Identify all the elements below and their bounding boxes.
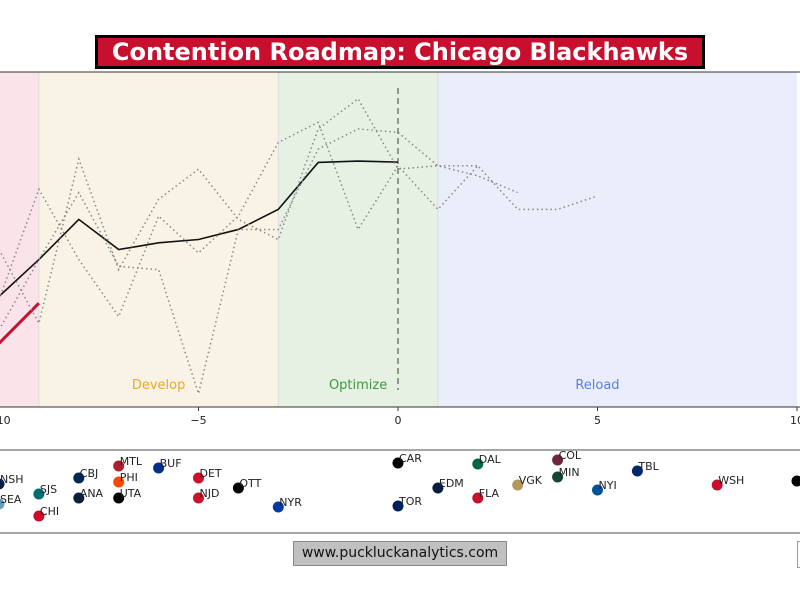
team-label: DET xyxy=(200,467,222,480)
team-dot xyxy=(113,476,125,488)
team-label: EDM xyxy=(439,477,464,490)
team-label: MIN xyxy=(559,466,580,479)
team-label: VGK xyxy=(519,474,543,487)
average-line xyxy=(0,160,399,297)
team-label: NJD xyxy=(200,487,220,500)
team-dot xyxy=(113,492,125,504)
team-dot xyxy=(552,471,564,483)
team-label: OTT xyxy=(239,477,261,490)
comparable-team-line xyxy=(0,121,598,319)
comparable-team-line xyxy=(0,97,478,326)
team-label: PHI xyxy=(120,471,138,484)
team-dot xyxy=(232,482,244,494)
team-label: NYR xyxy=(279,496,302,509)
team-label: SJS xyxy=(40,483,57,496)
team-dot xyxy=(392,500,404,512)
x-tick-label: 0 xyxy=(395,414,402,427)
team-label: NSH xyxy=(0,473,23,486)
team-label: SEA xyxy=(0,493,22,506)
phase-label: Develop xyxy=(132,378,186,393)
x-tick-label: 10 xyxy=(790,414,800,427)
team-label: NYI xyxy=(599,479,617,492)
phase-band xyxy=(437,72,797,407)
team-label: CBJ xyxy=(80,467,98,480)
team-dot xyxy=(113,460,125,472)
team-label: ANA xyxy=(80,487,104,500)
chart-title: Contention Roadmap: Chicago Blackhawks xyxy=(95,35,705,69)
team-label: UTA xyxy=(120,487,142,500)
phase-band xyxy=(0,72,39,407)
team-dot xyxy=(33,510,45,522)
team-dot xyxy=(193,472,204,484)
team-dot xyxy=(153,462,165,474)
team-dot xyxy=(0,498,5,510)
legend-box xyxy=(797,541,800,568)
phase-label: Reload xyxy=(575,378,619,393)
x-tick-label: 5 xyxy=(594,414,601,427)
team-label: TOR xyxy=(398,495,422,508)
team-dot xyxy=(472,492,484,504)
team-dot xyxy=(711,479,723,491)
team-dot xyxy=(512,479,524,491)
team-dot xyxy=(432,482,444,494)
team-dot xyxy=(272,501,284,513)
team-dot xyxy=(631,465,643,477)
team-label: MTL xyxy=(120,455,143,468)
team-label: CAR xyxy=(399,452,422,465)
team-label: COL xyxy=(559,449,582,462)
phase-band xyxy=(278,72,438,407)
team-dot xyxy=(392,457,404,469)
team-dot xyxy=(791,475,800,487)
team-label: CHI xyxy=(40,505,59,518)
x-tick-label: −5 xyxy=(190,414,206,427)
website-label[interactable]: www.puckluckanalytics.com xyxy=(293,541,507,566)
phase-label: Optimize xyxy=(329,378,387,393)
team-dot xyxy=(472,458,484,470)
team-dot xyxy=(73,492,85,504)
team-dot xyxy=(0,478,5,490)
team-label: WSH xyxy=(718,474,744,487)
team-dot xyxy=(592,484,603,496)
team-label: DAL xyxy=(479,453,502,466)
team-label: TBL xyxy=(637,460,659,473)
team-label: FLA xyxy=(479,487,500,500)
team-dot xyxy=(193,492,204,504)
team-label: BUF xyxy=(160,457,182,470)
phase-band xyxy=(38,72,279,407)
team-dot xyxy=(33,488,45,500)
x-tick-label: −10 xyxy=(0,414,11,427)
team-dot xyxy=(73,472,85,484)
team-dot xyxy=(552,454,564,466)
